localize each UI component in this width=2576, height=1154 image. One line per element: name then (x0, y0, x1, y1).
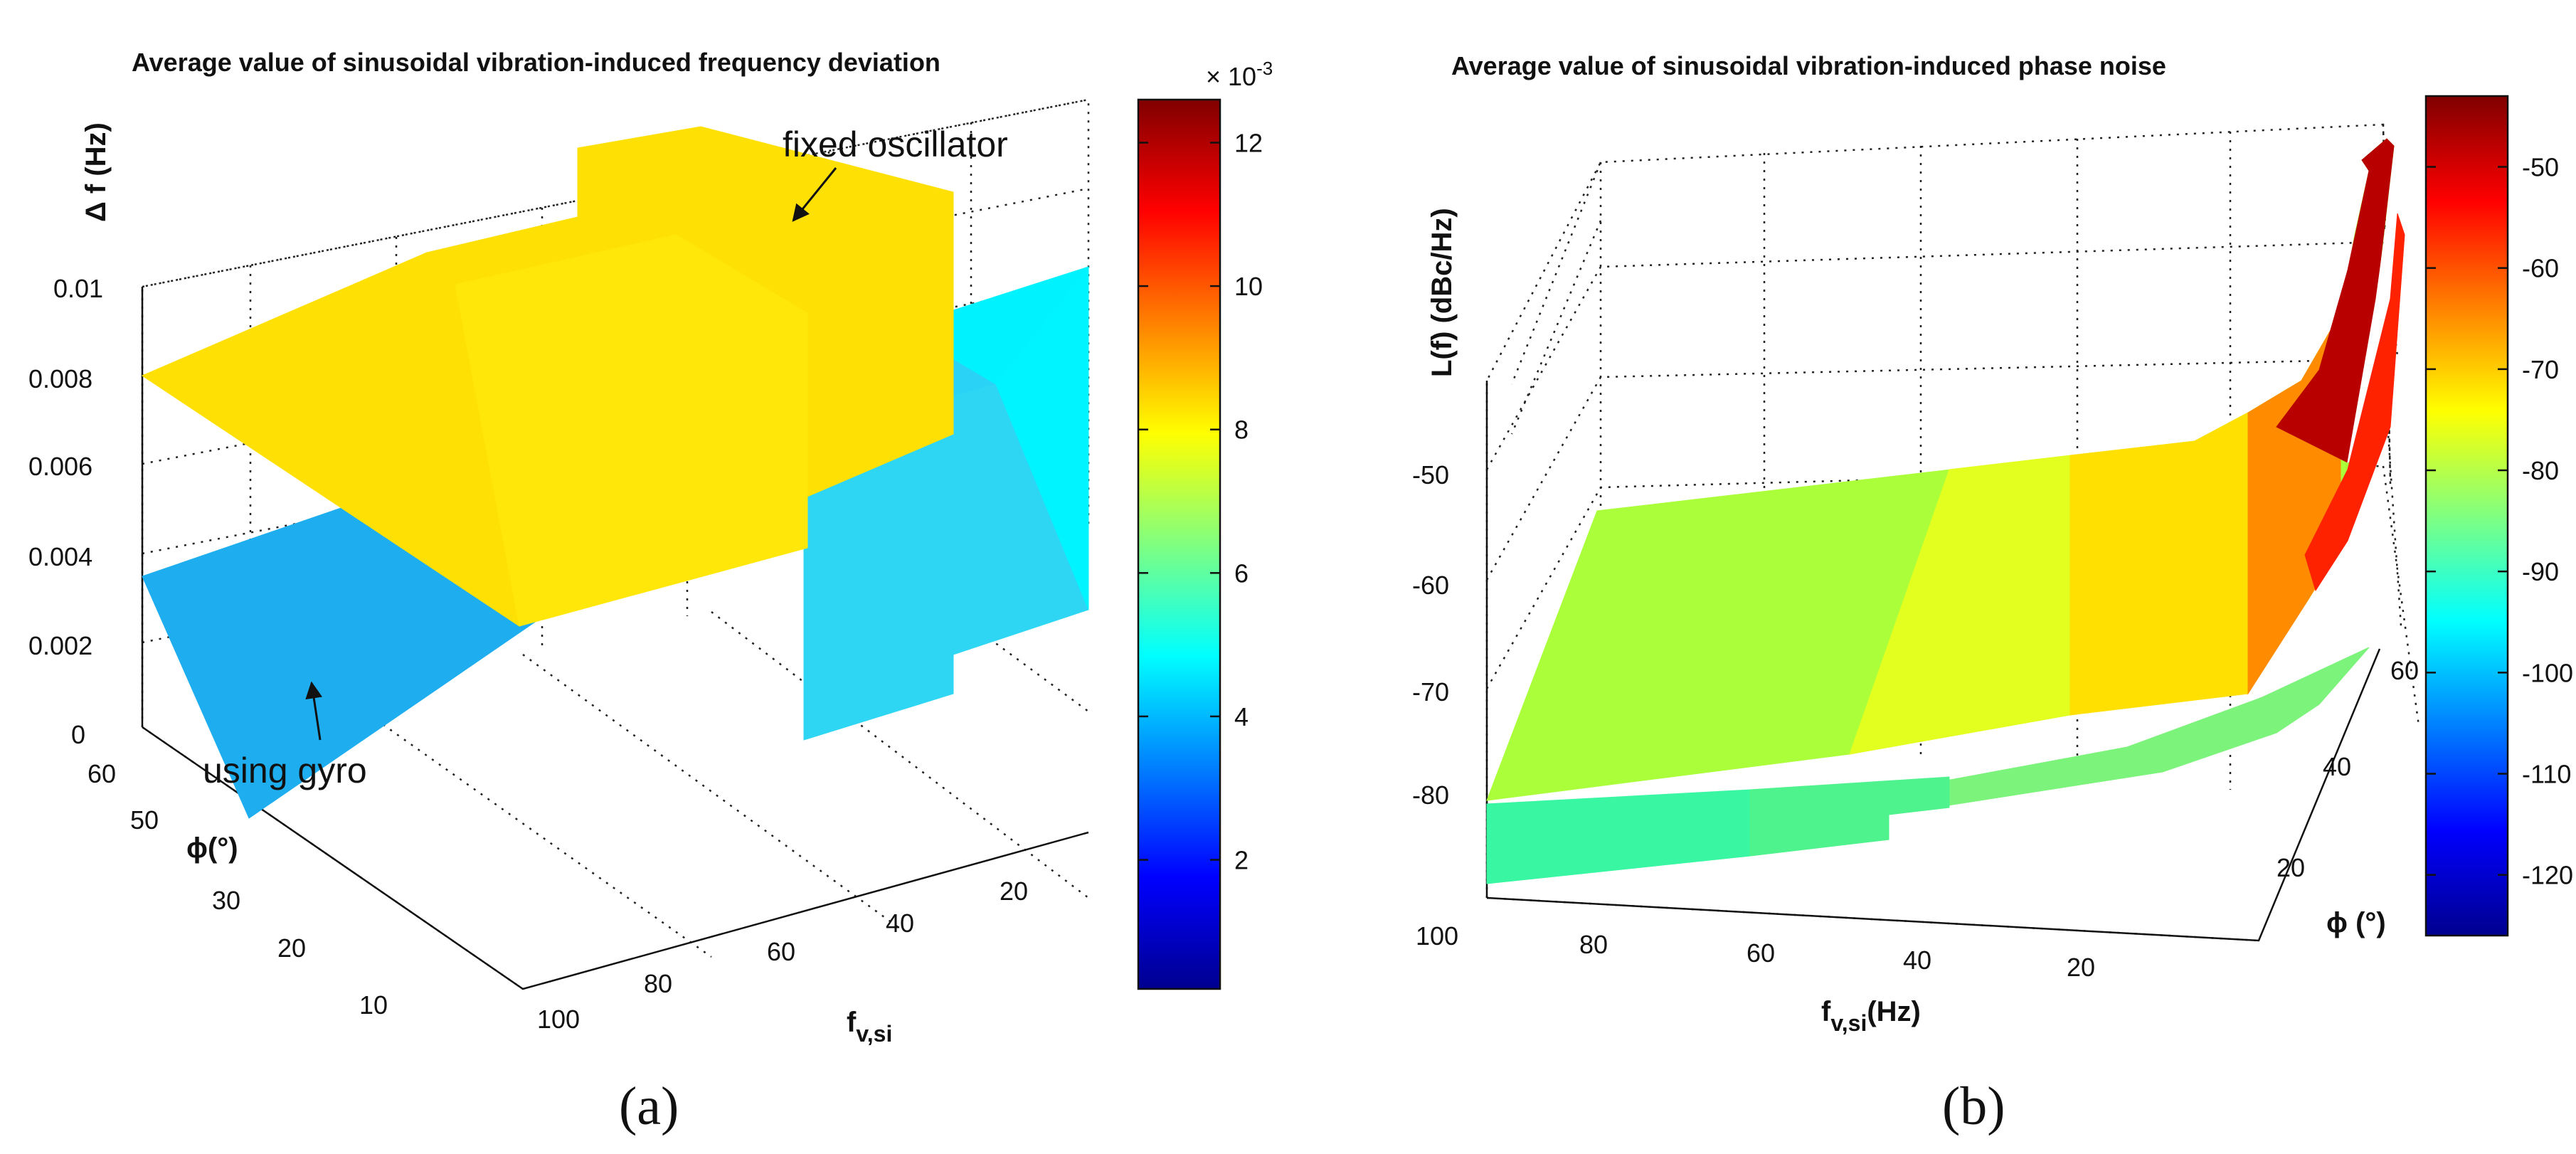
y-tick-label: 60 (88, 759, 116, 788)
colorbar-tick-label: 4 (1234, 702, 1249, 731)
y-tick-label: 20 (2276, 853, 2305, 882)
y-tick-label: 40 (2323, 752, 2351, 781)
chart-a-colorbar: × 10-3 (1137, 58, 1273, 990)
colorbar-tick-label: -50 (2522, 153, 2559, 182)
chart-a-y-ticks: 60 50 30 20 10 (88, 759, 388, 1020)
y-tick-label: 30 (212, 886, 240, 915)
chart-b-x-label: fv,si(Hz) (1821, 996, 1921, 1036)
z-tick-label: -50 (1412, 460, 1449, 489)
z-tick-label: 0.002 (28, 631, 92, 660)
colorbar-tick-label: -120 (2522, 861, 2573, 890)
x-tick-label: 60 (1747, 938, 1775, 968)
z-tick-label: 0.01 (53, 274, 103, 303)
chart-a-axes (141, 287, 1089, 990)
panel-label-a: (a) (619, 1076, 679, 1136)
chart-a-x-ticks: 100 80 60 40 20 (537, 877, 1028, 1034)
z-tick-label: -80 (1412, 780, 1449, 810)
z-tick-label: 0 (71, 720, 85, 749)
colorbar-tick-label: 6 (1234, 559, 1249, 588)
chart-b-colorbar-ticks: -50 -60 -70 -80 -90 -100 -110 -120 (2426, 153, 2573, 890)
chart-b-surface-gyro (1486, 647, 2370, 884)
chart-b-y-ticks: 60 40 20 (2276, 656, 2419, 882)
z-tick-label: -70 (1412, 677, 1449, 706)
chart-a-surface-fixed (141, 126, 954, 627)
y-tick-label: 20 (277, 933, 306, 963)
chart-b-y-label: ϕ (°) (2326, 907, 2386, 938)
z-tick-label: -60 (1412, 571, 1449, 600)
panel-label-b: (b) (1942, 1076, 2005, 1136)
x-tick-label: 20 (2067, 953, 2095, 982)
chart-b-colorbar (2424, 95, 2509, 937)
colorbar-tick-label: -100 (2522, 658, 2573, 687)
y-tick-label: 60 (2390, 656, 2419, 685)
colorbar-tick-label: -70 (2522, 355, 2559, 384)
colorbar-exponent: × 10-3 (1206, 58, 1273, 91)
chart-a-title: Average value of sinusoidal vibration-in… (132, 48, 940, 77)
colorbar-tick-label: 2 (1234, 846, 1249, 875)
z-tick-label: 0.004 (28, 542, 92, 571)
colorbar-tick-label: 10 (1234, 272, 1263, 301)
colorbar-tick-label: -90 (2522, 557, 2559, 586)
colorbar-tick-label: -80 (2522, 456, 2559, 485)
colorbar-tick-label: 12 (1234, 128, 1263, 157)
x-tick-label: 20 (1000, 877, 1028, 906)
chart-a-colorbar-ticks: 2 4 6 8 10 12 (1138, 128, 1263, 875)
arrow-icon (305, 681, 323, 741)
chart-a-x-label: fv,si (847, 1007, 892, 1047)
colorbar-tick-label: -110 (2522, 760, 2571, 789)
chart-b-title: Average value of sinusoidal vibration-in… (1451, 51, 2166, 80)
chart-b: Average value of sinusoidal vibration-in… (1412, 51, 2573, 1036)
chart-b-surface-fixed (1486, 138, 2405, 801)
x-tick-label: 80 (1579, 930, 1608, 959)
arrow-icon (792, 167, 837, 222)
x-tick-label: 40 (886, 909, 914, 938)
x-tick-label: 100 (1416, 921, 1458, 951)
chart-b-z-label: L(f) (dBc/Hz) (1426, 208, 1458, 377)
z-tick-label: 0.008 (28, 364, 92, 393)
chart-a-annotation-gyro: using gyro (203, 751, 367, 790)
x-tick-label: 80 (644, 969, 672, 998)
colorbar-tick-label: 8 (1234, 415, 1249, 445)
chart-a-y-label: ϕ(°) (186, 832, 238, 864)
z-tick-label: 0.006 (28, 452, 92, 481)
chart-b-x-ticks: 100 80 60 40 20 (1416, 921, 2095, 982)
chart-a-z-label: Δ f (Hz) (80, 122, 112, 222)
x-tick-label: 100 (537, 1005, 580, 1034)
chart-a: Average value of sinusoidal vibration-in… (28, 48, 1273, 1047)
chart-a-z-ticks: 0 0.002 0.004 0.006 0.008 0.01 (28, 274, 103, 749)
chart-a-annotation-fixed: fixed oscillator (783, 125, 1008, 164)
x-tick-label: 60 (767, 937, 795, 966)
chart-b-z-ticks: -50 -60 -70 -80 (1412, 460, 1449, 810)
y-tick-label: 50 (130, 805, 159, 835)
y-tick-label: 10 (359, 990, 388, 1020)
x-tick-label: 40 (1903, 946, 1931, 975)
colorbar-tick-label: -60 (2522, 254, 2559, 283)
